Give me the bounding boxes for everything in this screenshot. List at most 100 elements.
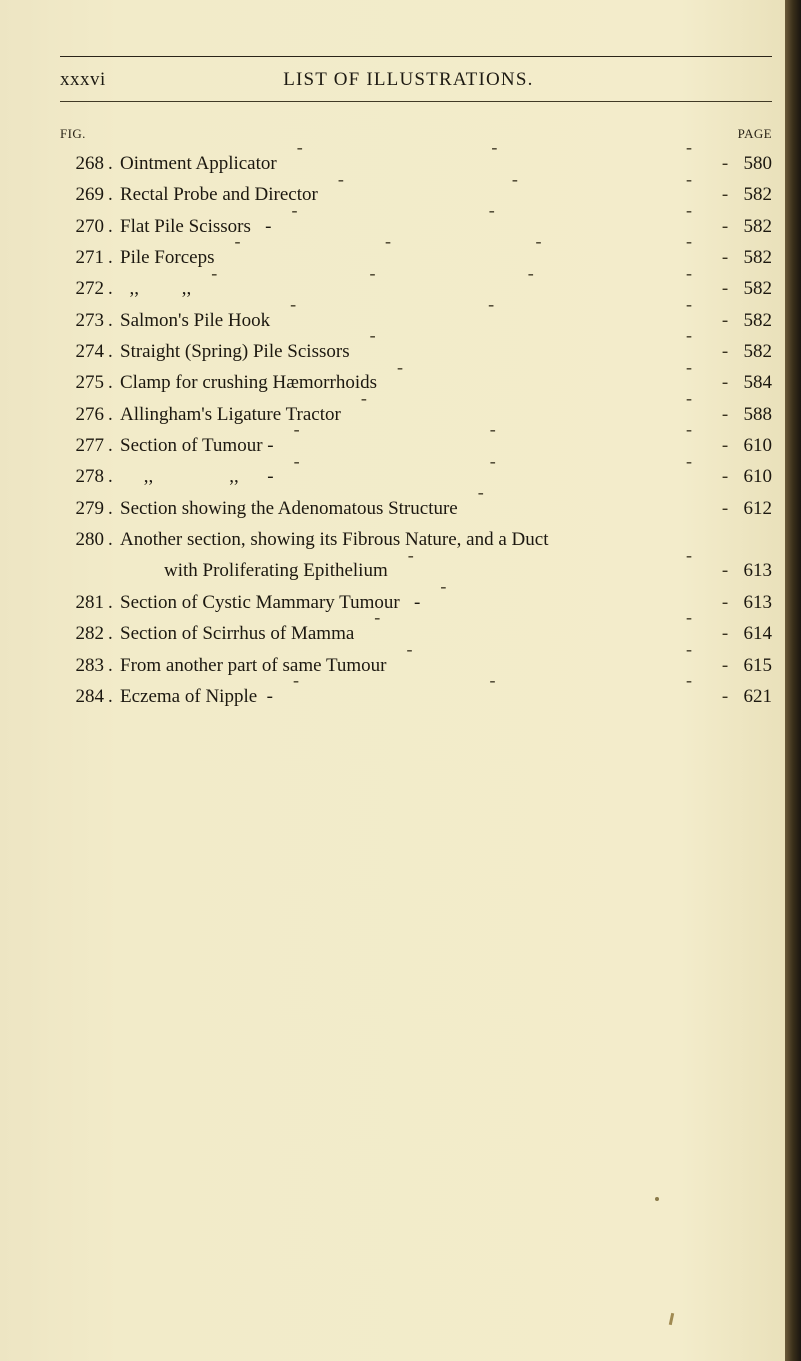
tail-dash: - <box>718 305 732 336</box>
page-number: 588 <box>732 399 772 430</box>
dash-icon: - <box>686 336 692 351</box>
list-item: 275.Clamp for crushing Hæmorrhoids---584 <box>60 367 772 398</box>
list-item: 280.Another section, showing its Fibrous… <box>60 524 772 555</box>
dash-icon: - <box>361 399 367 414</box>
dash-icon: - <box>408 555 414 570</box>
description-cell: Allingham's Ligature Tractor-- <box>120 399 718 430</box>
dash-icon: - <box>686 555 692 570</box>
page-speck <box>655 1197 659 1201</box>
page-number: 582 <box>732 179 772 210</box>
description-cell: Flat Pile Scissors ---- <box>120 211 718 242</box>
page-number: 582 <box>732 305 772 336</box>
dash-icon: - <box>489 211 495 226</box>
dash-icon: - <box>686 179 692 194</box>
figure-number: 272 <box>60 273 108 304</box>
list-item: 277.Section of Tumour -----610 <box>60 430 772 461</box>
list-item: 281.Section of Cystic Mammary Tumour ---… <box>60 587 772 618</box>
dash-icon: - <box>488 305 494 320</box>
list-item: 283.From another part of same Tumour---6… <box>60 650 772 681</box>
figure-number: 274 <box>60 336 108 367</box>
page-number: 615 <box>732 650 772 681</box>
dash-icon: - <box>528 273 534 288</box>
description-cell: From another part of same Tumour-- <box>120 650 718 681</box>
dash-icon: - <box>686 211 692 226</box>
tail-dash: - <box>718 179 732 210</box>
list-item: 269.Rectal Probe and Director----582 <box>60 179 772 210</box>
page-content: xxxvi LIST OF ILLUSTRATIONS. FIG. PAGE 2… <box>0 0 801 712</box>
leader-dashes: -- <box>341 401 712 420</box>
figure-description: with Proliferating Epithelium <box>120 555 388 586</box>
dash-icon: - <box>686 367 692 382</box>
figure-number-dot: . <box>108 242 120 273</box>
tail-dash: - <box>718 148 732 179</box>
figure-number: 269 <box>60 179 108 210</box>
leader-dashes: --- <box>271 213 712 232</box>
page-roman-numeral: xxxvi <box>60 69 106 91</box>
figure-number-dot: . <box>108 148 120 179</box>
chapter-title: LIST OF ILLUSTRATIONS. <box>283 69 533 91</box>
dash-icon: - <box>293 681 299 696</box>
list-item: 270.Flat Pile Scissors -----582 <box>60 211 772 242</box>
dash-icon: - <box>686 148 692 163</box>
list-item: 273.Salmon's Pile Hook----582 <box>60 305 772 336</box>
figure-number-dot: . <box>108 211 120 242</box>
tail-dash: - <box>718 367 732 398</box>
dash-icon: - <box>290 305 296 320</box>
leader-dashes: -- <box>354 620 712 639</box>
leader-dashes: --- <box>273 683 712 702</box>
figure-description: Ointment Applicator <box>120 148 277 179</box>
page-number: 612 <box>732 493 772 524</box>
figure-description: Section showing the Adenomatous Structur… <box>120 493 458 524</box>
page-number: 582 <box>732 273 772 304</box>
figure-description: Salmon's Pile Hook <box>120 305 270 336</box>
dash-icon: - <box>370 336 376 351</box>
dash-icon: - <box>686 618 692 633</box>
running-header: xxxvi LIST OF ILLUSTRATIONS. <box>60 69 772 91</box>
list-item: 278. ,, ,, -----610 <box>60 461 772 492</box>
figure-number-dot: . <box>108 305 120 336</box>
dash-icon: - <box>297 148 303 163</box>
page-number: 584 <box>732 367 772 398</box>
tail-dash: - <box>718 273 732 304</box>
dash-icon: - <box>338 179 344 194</box>
leader-dashes: --- <box>274 463 712 482</box>
list-item: 282.Section of Scirrhus of Mamma---614 <box>60 618 772 649</box>
figure-number: 278 <box>60 461 108 492</box>
rule-below-header <box>60 101 772 102</box>
list-item: 271.Pile Forceps-----582 <box>60 242 772 273</box>
dash-icon: - <box>385 242 391 257</box>
leader-dashes: - <box>420 589 712 608</box>
figure-number: 279 <box>60 493 108 524</box>
description-cell: Section showing the Adenomatous Structur… <box>120 493 718 524</box>
list-item: with Proliferating Epithelium---613 <box>60 555 772 586</box>
dash-icon: - <box>440 587 446 602</box>
figure-description: Pile Forceps <box>120 242 214 273</box>
dash-icon: - <box>491 148 497 163</box>
figure-description: Section of Tumour - <box>120 430 274 461</box>
list-item: 279.Section showing the Adenomatous Stru… <box>60 493 772 524</box>
figure-number: 281 <box>60 587 108 618</box>
dash-icon: - <box>490 430 496 445</box>
figure-description: Clamp for crushing Hæmorrhoids <box>120 367 377 398</box>
figure-number-dot: . <box>108 681 120 712</box>
dash-icon: - <box>294 430 300 445</box>
figure-description: ,, ,, <box>120 273 191 304</box>
leader-dashes: --- <box>270 307 712 326</box>
figure-number-dot: . <box>108 399 120 430</box>
dash-icon: - <box>489 681 495 696</box>
tail-dash: - <box>718 399 732 430</box>
figure-description: Another section, showing its Fibrous Nat… <box>120 524 548 555</box>
list-item: 268.Ointment Applicator----580 <box>60 148 772 179</box>
dash-icon: - <box>686 242 692 257</box>
figure-description: Flat Pile Scissors - <box>120 211 271 242</box>
figure-number-dot: . <box>108 179 120 210</box>
leader-dashes: ---- <box>214 244 712 263</box>
description-cell: ,, ,,---- <box>120 273 718 304</box>
dash-icon: - <box>234 242 240 257</box>
description-cell: Section of Cystic Mammary Tumour -- <box>120 587 718 618</box>
dash-icon: - <box>407 650 413 665</box>
figure-number-dot: . <box>108 587 120 618</box>
description-cell: with Proliferating Epithelium - - <box>120 555 718 586</box>
figure-number-dot: . <box>108 618 120 649</box>
figure-number: 280 <box>60 524 108 555</box>
